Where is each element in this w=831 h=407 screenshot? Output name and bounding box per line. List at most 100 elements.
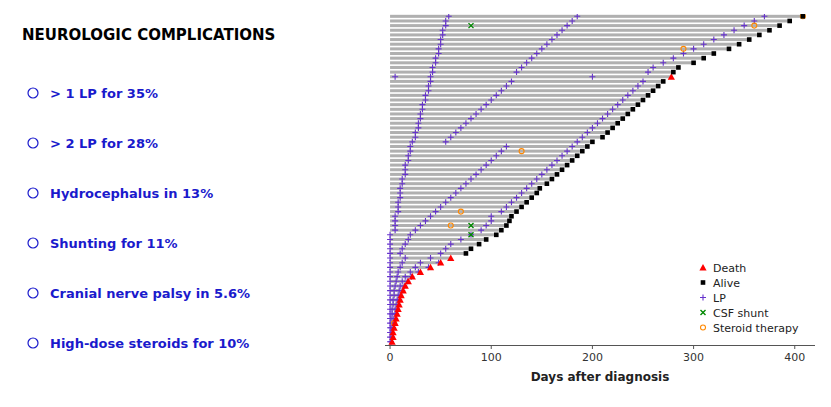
end-marker xyxy=(801,14,806,19)
event-marker xyxy=(620,97,626,103)
end-marker xyxy=(560,167,565,172)
end-marker xyxy=(392,320,399,326)
event-marker xyxy=(579,134,585,140)
end-marker xyxy=(504,223,509,228)
event-marker xyxy=(711,37,717,43)
end-marker xyxy=(464,251,469,256)
x-axis-label: Days after diagnosis xyxy=(531,370,670,384)
bullet-symbol xyxy=(28,188,38,198)
event-marker xyxy=(436,51,442,57)
end-marker xyxy=(514,209,519,214)
end-marker xyxy=(550,177,555,182)
event-marker xyxy=(529,181,535,187)
end-marker xyxy=(555,172,560,177)
event-marker xyxy=(428,213,434,219)
event-marker xyxy=(534,51,540,57)
event-marker xyxy=(443,246,449,252)
event-marker xyxy=(397,250,403,256)
event-marker xyxy=(701,41,707,47)
duration-bar xyxy=(390,233,496,236)
event-marker xyxy=(438,204,444,210)
duration-bar xyxy=(390,187,540,190)
event-marker xyxy=(559,153,565,159)
duration-bar xyxy=(390,261,441,264)
event-marker xyxy=(483,223,489,229)
end-marker xyxy=(615,121,620,126)
event-marker xyxy=(453,190,459,196)
duration-bar xyxy=(390,122,618,125)
duration-bar xyxy=(390,140,592,143)
annotation: Shunting for 11% xyxy=(50,236,178,251)
event-marker xyxy=(589,125,595,131)
event-marker xyxy=(752,23,757,28)
event-marker xyxy=(529,55,535,61)
event-marker xyxy=(645,69,651,75)
end-marker xyxy=(631,107,636,112)
legend-symbol xyxy=(700,295,706,301)
event-marker xyxy=(438,250,444,256)
duration-bar xyxy=(390,164,567,167)
x-tick-label: 100 xyxy=(481,351,502,364)
event-marker xyxy=(498,148,504,154)
annotation: High-dose steroids for 10% xyxy=(50,336,249,351)
event-marker xyxy=(483,162,489,168)
end-marker xyxy=(747,37,752,42)
event-marker xyxy=(544,41,550,47)
duration-bar xyxy=(390,205,522,208)
event-marker xyxy=(681,46,686,51)
event-marker xyxy=(473,111,479,117)
x-tick xyxy=(794,345,795,349)
duration-bar xyxy=(390,150,582,153)
end-marker xyxy=(620,116,625,121)
event-marker xyxy=(458,125,464,131)
end-marker xyxy=(691,61,696,66)
legend-symbol xyxy=(701,325,706,330)
event-marker xyxy=(584,130,590,136)
end-marker xyxy=(529,195,534,200)
end-marker xyxy=(477,242,482,247)
end-marker xyxy=(447,254,454,260)
duration-bar xyxy=(390,191,537,194)
event-marker xyxy=(508,78,514,84)
event-marker xyxy=(670,55,676,61)
event-marker xyxy=(503,204,509,210)
event-marker xyxy=(635,83,641,89)
end-marker xyxy=(646,93,651,98)
event-marker xyxy=(554,32,560,38)
event-marker xyxy=(549,162,555,168)
event-marker xyxy=(493,92,499,98)
event-marker xyxy=(405,236,411,242)
event-marker xyxy=(660,60,666,66)
end-marker xyxy=(641,98,646,103)
legend-entry: CSF shunt xyxy=(701,307,770,320)
end-marker xyxy=(400,287,407,293)
end-marker xyxy=(610,126,615,131)
end-marker xyxy=(580,149,585,154)
event-marker xyxy=(691,46,697,52)
plot-marks xyxy=(387,14,805,345)
end-marker xyxy=(519,205,524,210)
end-marker xyxy=(499,228,504,233)
end-marker xyxy=(396,301,403,307)
event-marker xyxy=(549,37,555,43)
event-marker xyxy=(539,46,545,52)
event-marker xyxy=(443,139,449,145)
event-marker xyxy=(519,64,525,70)
event-marker xyxy=(448,134,454,140)
end-marker xyxy=(767,28,772,33)
legend-symbol xyxy=(701,310,706,315)
bullet-symbol xyxy=(28,338,38,348)
duration-bar xyxy=(390,15,803,18)
event-marker xyxy=(721,32,727,38)
event-marker xyxy=(559,27,565,33)
event-marker xyxy=(468,116,474,122)
legend-entry: LP xyxy=(700,292,726,305)
duration-bar xyxy=(390,266,430,269)
event-marker xyxy=(468,232,474,238)
duration-bar xyxy=(390,145,587,148)
event-marker xyxy=(415,125,421,131)
event-marker xyxy=(393,278,399,284)
event-marker xyxy=(519,190,525,196)
end-marker xyxy=(507,219,512,224)
event-marker xyxy=(544,167,550,173)
